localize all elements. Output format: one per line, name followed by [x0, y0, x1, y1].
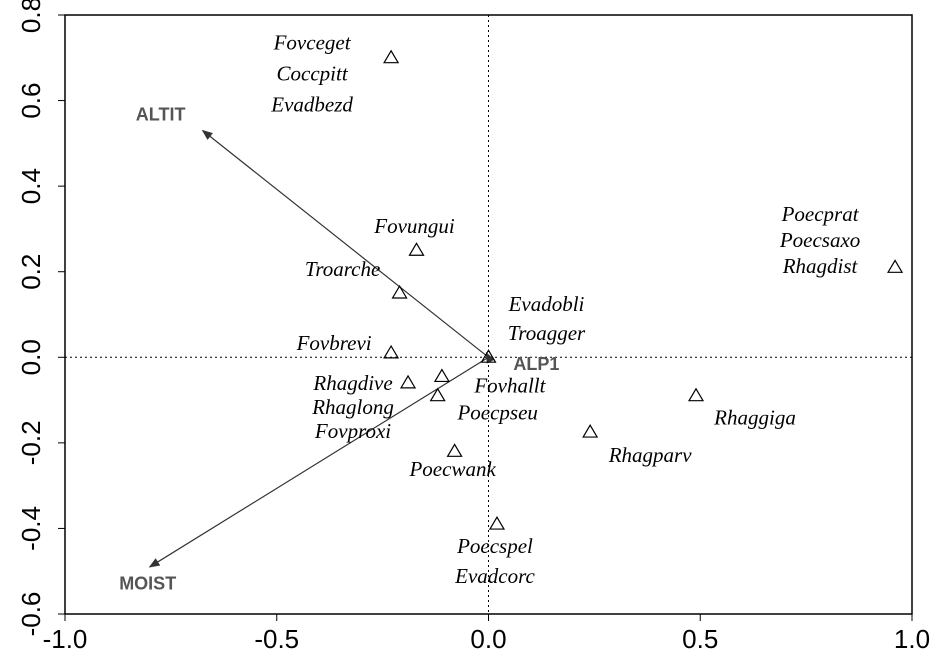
x-tick-label: -1.0: [43, 624, 88, 654]
point-label: Evadobli: [508, 292, 585, 316]
plot-frame: [64, 14, 913, 615]
y-tick-label: -0.6: [16, 592, 46, 637]
point: [408, 242, 425, 256]
point-label: Troarche: [305, 257, 380, 281]
y-tick-label: 0.8: [16, 0, 46, 33]
y-tick-label: 0.0: [16, 339, 46, 375]
y-tick-label: 0.6: [16, 82, 46, 118]
point: [383, 344, 400, 359]
point-label: Coccpitt: [277, 62, 349, 86]
point: [383, 49, 400, 64]
y-tick-label: -0.4: [16, 506, 46, 551]
point: [488, 515, 506, 530]
point-label: Poecprat: [781, 202, 860, 226]
point-label: Evadbezd: [270, 93, 353, 117]
point: [429, 387, 446, 402]
point-label: Poecpseu: [456, 401, 537, 425]
arrow: [201, 129, 489, 358]
point-label: Rhaggiga: [713, 406, 796, 430]
point-label: Rhaglong: [311, 395, 394, 419]
x-tick-label: -0.5: [254, 624, 299, 654]
point-label: Fovproxi: [314, 419, 391, 443]
x-tick-label: 1.0: [894, 624, 930, 654]
point-label: Rhagdist: [782, 254, 859, 278]
point: [399, 374, 417, 389]
point-label: Troagger: [508, 321, 586, 345]
point: [480, 349, 497, 363]
point-label: Fovbrevi: [296, 331, 372, 355]
y-tick-label: 0.4: [16, 168, 46, 204]
point: [887, 259, 904, 273]
point-label: Evadcorc: [454, 564, 535, 588]
point-label: Fovceget: [273, 31, 352, 55]
point-label: Rhagdive: [312, 371, 392, 395]
arrow: [148, 356, 489, 568]
point-label: Poecspel: [456, 534, 533, 558]
x-tick-label: 0.0: [470, 624, 506, 654]
point-label: Fovungui: [373, 214, 455, 238]
x-tick-label: 0.5: [682, 624, 718, 654]
point-label: Poecsaxo: [779, 228, 860, 252]
point-label: Rhagparv: [608, 443, 693, 467]
point: [433, 368, 450, 383]
y-tick-label: 0.2: [16, 254, 46, 290]
arrow-label: MOIST: [119, 574, 176, 594]
point-label: Fovhallt: [473, 373, 546, 397]
arrow-label: ALP1: [513, 354, 559, 374]
point: [687, 387, 705, 402]
point: [582, 423, 599, 438]
arrow-label: ALTIT: [136, 104, 186, 124]
y-tick-label: -0.2: [16, 420, 46, 465]
point: [446, 443, 463, 457]
point-label: Poecwank: [408, 457, 496, 481]
point: [391, 284, 408, 299]
